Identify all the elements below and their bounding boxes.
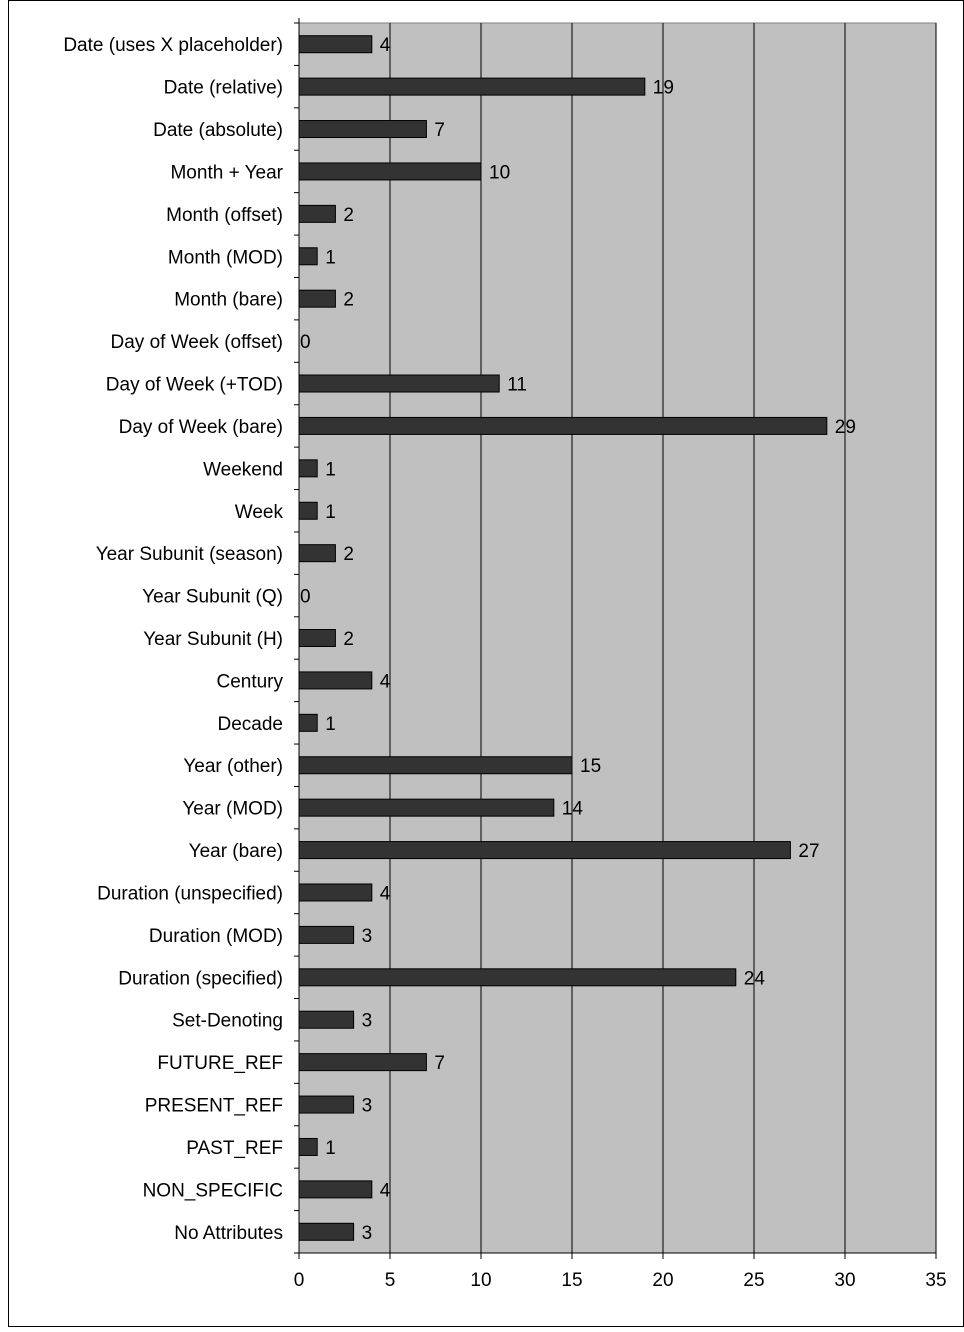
- category-label: Year Subunit (season): [96, 544, 283, 565]
- category-label: Year Subunit (Q): [142, 587, 283, 608]
- data-label: 2: [343, 290, 354, 311]
- data-label: 1: [325, 459, 336, 480]
- data-label: 11: [507, 375, 527, 396]
- data-label: 3: [362, 926, 373, 947]
- bar: [298, 374, 500, 393]
- data-label: 4: [380, 883, 391, 904]
- plot-area: [298, 22, 937, 1254]
- category-label: Duration (MOD): [149, 926, 283, 947]
- bar: [298, 798, 555, 817]
- x-tick-label: 25: [743, 1270, 764, 1291]
- x-tick-label: 35: [925, 1270, 946, 1291]
- bar: [298, 459, 318, 478]
- data-label: 10: [489, 162, 510, 183]
- x-tick-label: 10: [470, 1270, 491, 1291]
- data-label: 1: [325, 714, 336, 735]
- category-label: Day of Week (+TOD): [106, 375, 283, 396]
- category-label: Weekend: [203, 459, 283, 480]
- data-label: 7: [434, 120, 445, 141]
- category-label: Month (MOD): [168, 247, 283, 268]
- category-label: No Attributes: [174, 1223, 283, 1244]
- data-label: 2: [343, 205, 354, 226]
- category-label: Century: [216, 671, 283, 692]
- bar: [298, 162, 482, 181]
- category-label: Year Subunit (H): [143, 629, 283, 650]
- bar: [298, 501, 318, 520]
- x-tick-label: 0: [294, 1270, 305, 1291]
- category-label: Set-Denoting: [172, 1011, 283, 1032]
- category-label: Day of Week (bare): [119, 417, 283, 438]
- data-label: 3: [362, 1223, 373, 1244]
- data-label: 0: [300, 332, 311, 353]
- bar: [298, 416, 828, 435]
- category-label: Year (MOD): [182, 799, 283, 820]
- category-label: Decade: [218, 714, 284, 735]
- bar: [298, 1095, 355, 1114]
- bar: [298, 35, 373, 54]
- bar: [298, 671, 373, 690]
- bar: [298, 713, 318, 732]
- data-label: 2: [343, 629, 354, 650]
- bar: [298, 925, 355, 944]
- category-label: PRESENT_REF: [145, 1096, 283, 1117]
- category-label: NON_SPECIFIC: [143, 1180, 283, 1201]
- data-label: 4: [380, 671, 391, 692]
- bar: [298, 289, 336, 308]
- category-label: Duration (specified): [118, 968, 283, 989]
- bar: [298, 629, 336, 647]
- x-tick-label: 15: [561, 1270, 582, 1291]
- x-tick-label: 5: [385, 1270, 396, 1291]
- data-label: 1: [325, 502, 336, 523]
- category-label: Month + Year: [170, 162, 283, 183]
- data-label: 7: [434, 1053, 445, 1074]
- category-label: Year (bare): [189, 841, 283, 862]
- bar: [298, 756, 573, 775]
- data-label: 4: [380, 1180, 391, 1201]
- category-label: Year (other): [183, 756, 283, 777]
- data-label: 1: [325, 1138, 336, 1159]
- data-label: 3: [362, 1096, 373, 1117]
- category-label: Month (bare): [174, 290, 283, 311]
- bar: [298, 1010, 355, 1029]
- data-label: 0: [300, 587, 311, 608]
- data-label: 27: [798, 841, 819, 862]
- bar: [298, 1180, 373, 1199]
- bar: [298, 77, 646, 96]
- bar: [298, 120, 427, 139]
- bar: [298, 247, 318, 266]
- data-label: 19: [653, 78, 674, 99]
- bar: [298, 204, 336, 223]
- bar: [298, 968, 737, 987]
- bar: [298, 544, 336, 563]
- category-label: Date (absolute): [153, 120, 283, 141]
- bar: [298, 883, 373, 902]
- x-tick-label: 20: [652, 1270, 673, 1291]
- data-label: 14: [562, 799, 584, 820]
- category-label: Date (uses X placeholder): [63, 35, 283, 56]
- category-label: Week: [235, 502, 284, 523]
- category-label: Month (offset): [166, 205, 283, 226]
- data-label: 1: [325, 247, 336, 268]
- data-label: 4: [380, 35, 391, 56]
- category-label: FUTURE_REF: [157, 1053, 283, 1074]
- category-label: PAST_REF: [186, 1138, 283, 1159]
- data-label: 2: [343, 544, 354, 565]
- data-label: 3: [362, 1011, 373, 1032]
- data-label: 24: [744, 968, 766, 989]
- bar: [298, 1137, 318, 1156]
- category-label: Duration (unspecified): [97, 883, 283, 904]
- data-label: 15: [580, 756, 601, 777]
- category-label: Day of Week (offset): [111, 332, 283, 353]
- bar: [298, 1053, 427, 1072]
- data-label: 29: [835, 417, 856, 438]
- x-tick-label: 30: [834, 1270, 855, 1291]
- bar: [298, 841, 791, 860]
- bar: [298, 1222, 355, 1241]
- category-label: Date (relative): [164, 78, 283, 99]
